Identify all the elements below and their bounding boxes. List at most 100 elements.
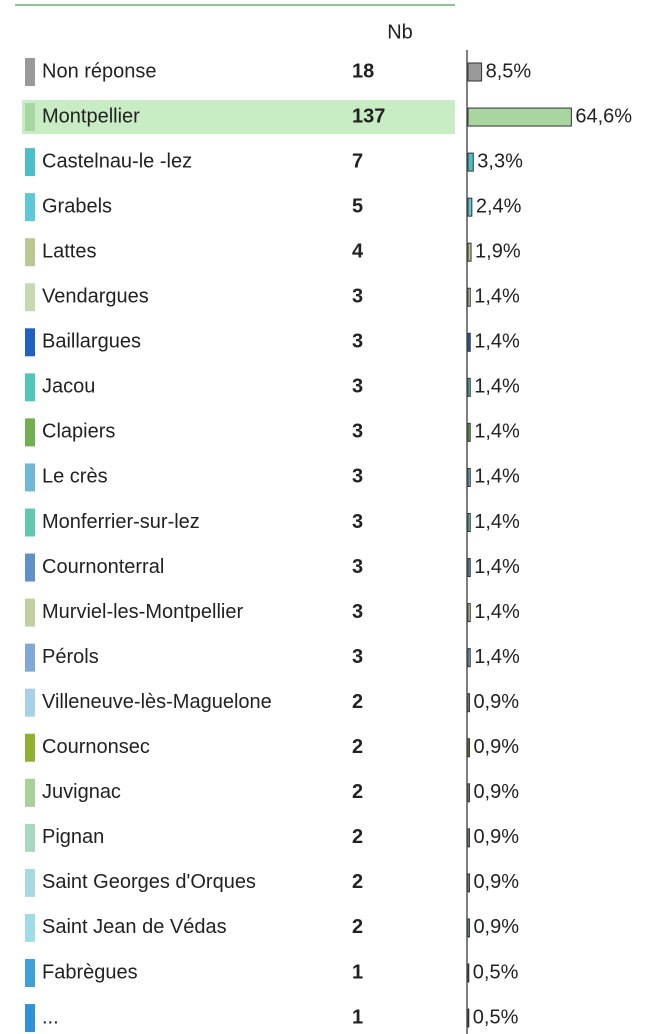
- bar: [467, 513, 471, 532]
- count: 3: [352, 286, 363, 308]
- value-label: 3,3%: [477, 150, 523, 172]
- bar: [467, 197, 473, 217]
- swatch: [25, 373, 35, 402]
- swatch: [25, 148, 35, 177]
- swatch: [25, 823, 35, 852]
- bar: [467, 242, 472, 262]
- value-label: 1,4%: [474, 601, 520, 623]
- swatch: [25, 643, 35, 672]
- category-label: Pignan: [42, 826, 104, 848]
- category-label: Fabrègues: [42, 961, 138, 983]
- count: 2: [352, 781, 363, 803]
- value-label: 1,9%: [475, 240, 521, 262]
- count: 3: [352, 556, 363, 578]
- count: 3: [352, 646, 363, 668]
- bar: [467, 377, 471, 397]
- bar: [467, 332, 471, 352]
- count: 3: [352, 511, 363, 533]
- value-label: 0,9%: [473, 736, 519, 758]
- value-label: 0,5%: [473, 961, 519, 983]
- count: 2: [352, 916, 363, 938]
- category-label: Jacou: [42, 376, 95, 398]
- swatch: [25, 733, 35, 762]
- bar: [467, 828, 470, 848]
- swatch: [25, 553, 35, 582]
- category-label: Lattes: [42, 240, 96, 262]
- value-label: 64,6%: [575, 105, 632, 127]
- count: 4: [352, 240, 364, 262]
- count: 2: [352, 736, 363, 758]
- bar: [467, 558, 471, 578]
- count: 3: [352, 421, 363, 443]
- value-label: 1,4%: [474, 286, 520, 308]
- category-label: Juvignac: [42, 781, 121, 803]
- count: 137: [352, 105, 385, 127]
- row-highlight: [22, 100, 455, 135]
- bar: [467, 287, 471, 307]
- swatch: [25, 1004, 35, 1033]
- column-header: Nb: [387, 21, 413, 43]
- bar: [467, 738, 470, 758]
- count: 3: [352, 331, 363, 353]
- bar: [467, 152, 474, 172]
- count: 2: [352, 826, 363, 848]
- swatch: [25, 283, 35, 312]
- category-label: Clapiers: [42, 421, 115, 443]
- bar: [467, 62, 483, 82]
- bar: [467, 1008, 470, 1028]
- count: 3: [352, 376, 363, 398]
- swatch: [25, 598, 35, 627]
- bar: [467, 963, 470, 983]
- value-label: 1,4%: [474, 556, 520, 578]
- count: 1: [352, 961, 363, 983]
- value-label: 0,9%: [473, 871, 519, 893]
- swatch: [25, 688, 35, 717]
- value-label: 0,9%: [473, 781, 519, 803]
- bar: [467, 603, 471, 623]
- bar: [467, 422, 471, 442]
- value-label: 1,4%: [474, 331, 520, 353]
- count: 5: [352, 195, 363, 217]
- bar: [467, 783, 470, 803]
- swatch: [25, 328, 35, 357]
- value-label: 1,4%: [474, 421, 520, 443]
- category-label: Le crès: [42, 466, 108, 488]
- category-label: Pérols: [42, 646, 99, 668]
- count: 2: [352, 691, 363, 713]
- swatch: [25, 913, 35, 942]
- swatch: [25, 418, 35, 447]
- category-label: Vendargues: [42, 286, 149, 308]
- value-label: 1,4%: [474, 646, 520, 668]
- swatch: [25, 103, 35, 132]
- count: 2: [352, 871, 363, 893]
- category-label: Castelnau-le -lez: [42, 150, 192, 172]
- value-label: 2,4%: [476, 195, 522, 217]
- count: 3: [352, 466, 363, 488]
- category-label: Saint Georges d'Orques: [42, 871, 256, 893]
- value-label: 0,9%: [473, 916, 519, 938]
- swatch: [25, 778, 35, 807]
- category-label: Cournonsec: [42, 736, 150, 758]
- swatch: [25, 508, 35, 537]
- swatch: [25, 463, 35, 492]
- category-label: Cournonterral: [42, 556, 164, 578]
- bar: [467, 467, 471, 487]
- category-label: ...: [42, 1006, 59, 1028]
- count: 1: [352, 1006, 363, 1028]
- bar: [467, 873, 470, 893]
- swatch: [25, 959, 35, 987]
- swatch: [25, 238, 35, 267]
- category-label: Grabels: [42, 195, 112, 217]
- bar: [467, 107, 572, 127]
- category-label: Non réponse: [42, 60, 157, 82]
- category-label: Montpellier: [42, 105, 140, 127]
- category-label: Saint Jean de Védas: [42, 916, 227, 938]
- swatch: [25, 868, 35, 897]
- swatch: [25, 193, 35, 222]
- value-label: 1,4%: [474, 511, 520, 533]
- category-label: Murviel-les-Montpellier: [42, 601, 244, 623]
- value-label: 0,9%: [473, 826, 519, 848]
- value-label: 1,4%: [474, 376, 520, 398]
- count: 7: [352, 150, 363, 172]
- value-label: 0,9%: [473, 691, 519, 713]
